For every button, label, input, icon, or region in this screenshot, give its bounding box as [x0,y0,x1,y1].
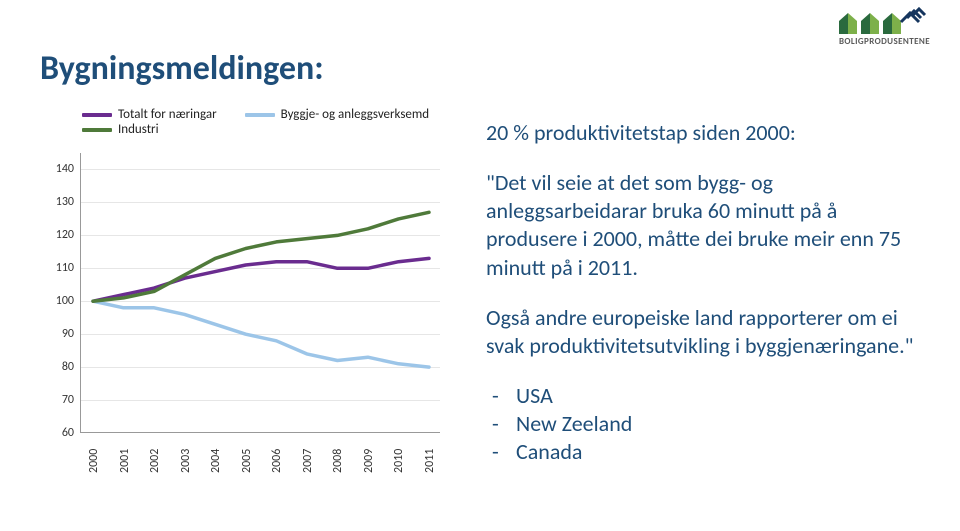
y-tick-label: 70 [40,393,74,407]
legend-item: Totalt for næringar [82,107,217,122]
series-industri [93,212,429,301]
org-name: BOLIGPRODUSENTENE [839,36,930,47]
body-text: 20 % produktivitetstap siden 2000: "Det … [486,101,920,467]
x-tick-label: 2001 [118,449,132,473]
country-item: New Zeeland [486,410,920,438]
x-tick-label: 2002 [148,449,162,473]
y-tick-label: 140 [40,162,74,176]
page-title: Bygningsmeldingen: [40,48,920,89]
legend-label: Industri [118,122,159,137]
country-list: USANew ZeelandCanada [486,382,920,466]
legend-label: Totalt for næringar [118,107,217,122]
legend-swatch [245,113,275,117]
chart-legend: Totalt for næringar Byggje- og anleggsver… [82,107,432,137]
chart-x-ticks: 2000 2001 2002 2003 2004 2005 2006 2007 2008 2009… [80,437,440,487]
y-tick-label: 90 [40,327,74,341]
house-front [848,13,857,34]
series-byggje [93,301,429,367]
y-tick-label: 80 [40,360,74,374]
y-tick-label: 100 [40,294,74,308]
x-tick-label: 2000 [87,449,101,473]
intro-line: 20 % produktivitetstap siden 2000: [486,119,920,147]
x-tick-label: 2009 [362,449,376,473]
y-tick-label: 130 [40,195,74,209]
x-tick-label: 2007 [301,449,315,473]
quote-paragraph-2: Også andre europeiske land rapporterer o… [486,304,920,360]
x-tick-label: 2005 [240,449,254,473]
legend-swatch [82,128,112,132]
x-tick-label: 2008 [331,449,345,473]
quote-paragraph-1: "Det vil seie at det som bygg- og anlegg… [486,169,920,282]
y-tick-label: 60 [40,426,74,440]
x-tick-label: 2010 [392,449,406,473]
chart-plot-area [80,153,440,433]
legend-label: Byggje- og anleggsverksemd [281,107,430,122]
country-item: Canada [486,438,920,466]
legend-item: Byggje- og anleggsverksemd [245,107,430,122]
logo-mark [839,6,930,34]
house-side [839,13,848,34]
legend-item: Industri [82,122,159,137]
x-tick-label: 2004 [209,449,223,473]
x-tick-label: 2006 [270,449,284,473]
legend-swatch [82,113,112,117]
y-tick-label: 110 [40,261,74,275]
y-tick-label: 120 [40,228,74,242]
country-item: USA [486,382,920,410]
org-logo: BOLIGPRODUSENTENE [839,6,930,47]
x-tick-label: 2011 [423,449,437,473]
productivity-chart: Totalt for næringar Byggje- og anleggsver… [40,101,460,481]
x-tick-label: 2003 [179,449,193,473]
